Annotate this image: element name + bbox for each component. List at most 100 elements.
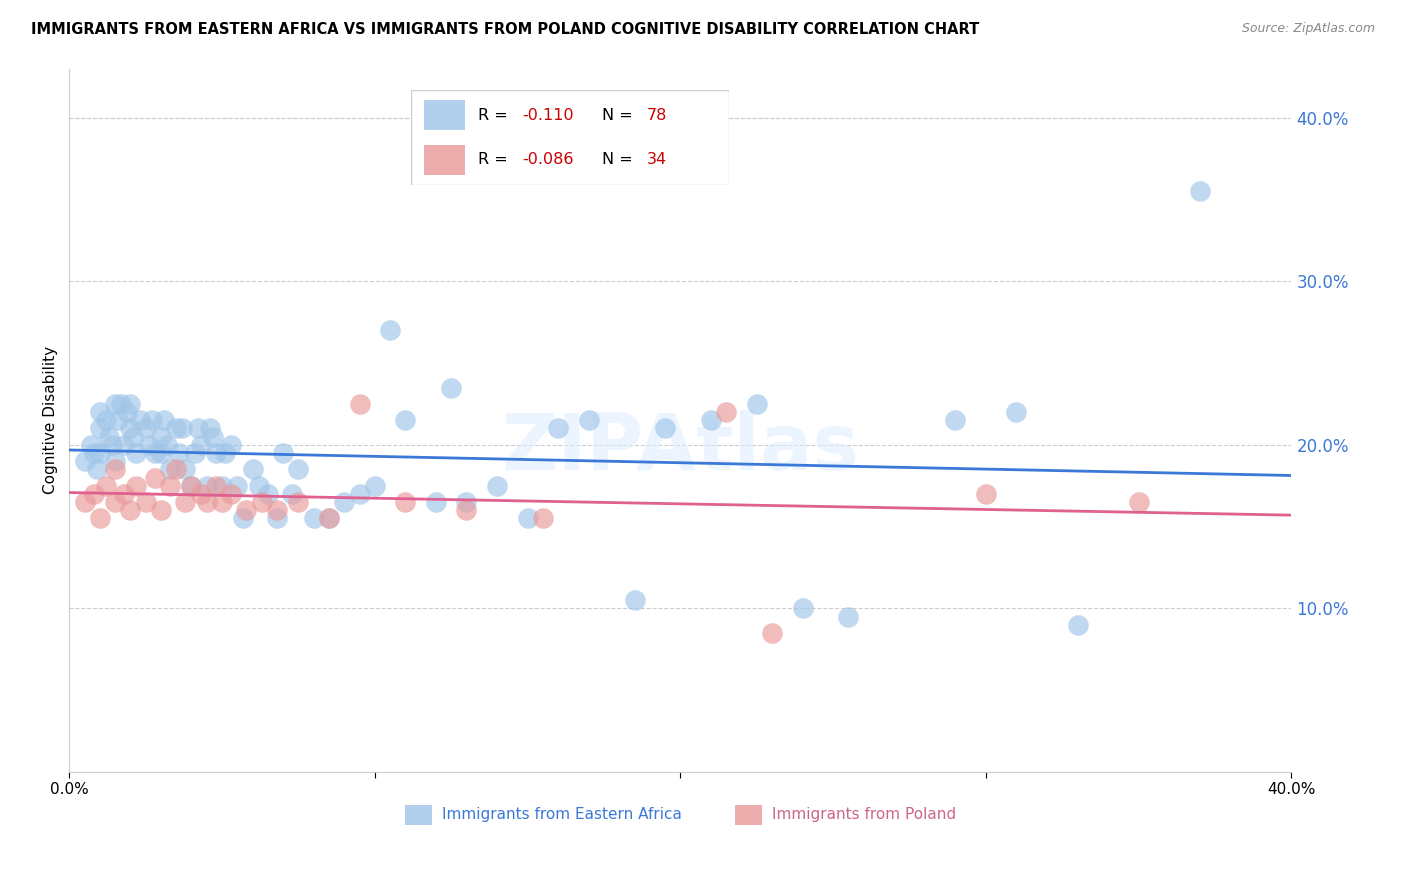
Point [120, 421, 142, 435]
Point [266, 503, 288, 517]
Point [205, 478, 228, 492]
Point [117, 405, 139, 419]
Point [1005, 405, 1028, 419]
Point [195, 478, 218, 492]
Point [174, 462, 197, 476]
Point [172, 421, 194, 435]
Point [104, 454, 127, 468]
Bar [735, 805, 762, 825]
Point [94, 413, 117, 427]
Point [79, 438, 101, 452]
Point [714, 405, 737, 419]
Point [125, 478, 148, 492]
Point [89, 405, 111, 419]
Point [190, 487, 212, 501]
Point [378, 323, 401, 337]
Point [73, 495, 96, 509]
Point [333, 495, 356, 509]
Point [83, 446, 105, 460]
Point [654, 421, 676, 435]
Point [135, 495, 157, 509]
Point [107, 413, 129, 427]
Point [232, 511, 254, 525]
Point [149, 446, 172, 460]
Point [974, 487, 997, 501]
Point [159, 462, 181, 476]
Point [623, 593, 645, 607]
Point [143, 470, 166, 484]
Point [837, 609, 859, 624]
Point [97, 429, 120, 443]
Point [302, 511, 325, 525]
Point [1066, 617, 1088, 632]
Point [214, 446, 236, 460]
Point [219, 487, 242, 501]
Point [281, 487, 304, 501]
Point [104, 397, 127, 411]
Point [456, 503, 478, 517]
Point [745, 397, 768, 411]
Point [89, 421, 111, 435]
Point [153, 413, 176, 427]
Point [547, 421, 569, 435]
Point [349, 397, 371, 411]
Text: Immigrants from Eastern Africa: Immigrants from Eastern Africa [441, 807, 682, 822]
Point [578, 413, 600, 427]
Point [198, 421, 221, 435]
Point [89, 511, 111, 525]
Point [235, 503, 257, 517]
Point [250, 495, 273, 509]
Point [120, 397, 142, 411]
Point [201, 429, 224, 443]
Point [1128, 495, 1150, 509]
Point [94, 478, 117, 492]
Point [271, 446, 294, 460]
Point [89, 446, 111, 460]
Point [242, 462, 264, 476]
Point [104, 462, 127, 476]
Point [211, 495, 233, 509]
Point [318, 511, 340, 525]
Point [104, 495, 127, 509]
Bar [405, 805, 432, 825]
Point [257, 487, 280, 501]
Point [364, 478, 387, 492]
Point [149, 429, 172, 443]
Point [266, 511, 288, 525]
Point [112, 438, 135, 452]
Point [135, 421, 157, 435]
Point [120, 503, 142, 517]
Point [112, 487, 135, 501]
Point [211, 478, 233, 492]
Point [141, 413, 163, 427]
Point [485, 478, 508, 492]
Point [86, 462, 108, 476]
Point [73, 454, 96, 468]
Point [456, 495, 478, 509]
Point [219, 438, 242, 452]
Point [128, 413, 150, 427]
Point [138, 438, 160, 452]
Point [226, 478, 249, 492]
Point [1188, 184, 1211, 198]
Text: Source: ZipAtlas.com: Source: ZipAtlas.com [1241, 22, 1375, 36]
Point [516, 511, 538, 525]
Point [180, 478, 202, 492]
Point [425, 495, 447, 509]
Point [167, 446, 190, 460]
Point [101, 438, 124, 452]
Point [165, 462, 187, 476]
Text: Immigrants from Poland: Immigrants from Poland [772, 807, 956, 822]
Point [156, 438, 179, 452]
Point [287, 495, 309, 509]
Point [195, 495, 218, 509]
Point [943, 413, 966, 427]
Point [174, 495, 197, 509]
Text: IMMIGRANTS FROM EASTERN AFRICA VS IMMIGRANTS FROM POLAND COGNITIVE DISABILITY CO: IMMIGRANTS FROM EASTERN AFRICA VS IMMIGR… [31, 22, 979, 37]
Point [247, 478, 270, 492]
Point [205, 446, 228, 460]
Point [700, 413, 723, 427]
Point [190, 438, 212, 452]
Point [149, 503, 172, 517]
Y-axis label: Cognitive Disability: Cognitive Disability [44, 346, 58, 494]
